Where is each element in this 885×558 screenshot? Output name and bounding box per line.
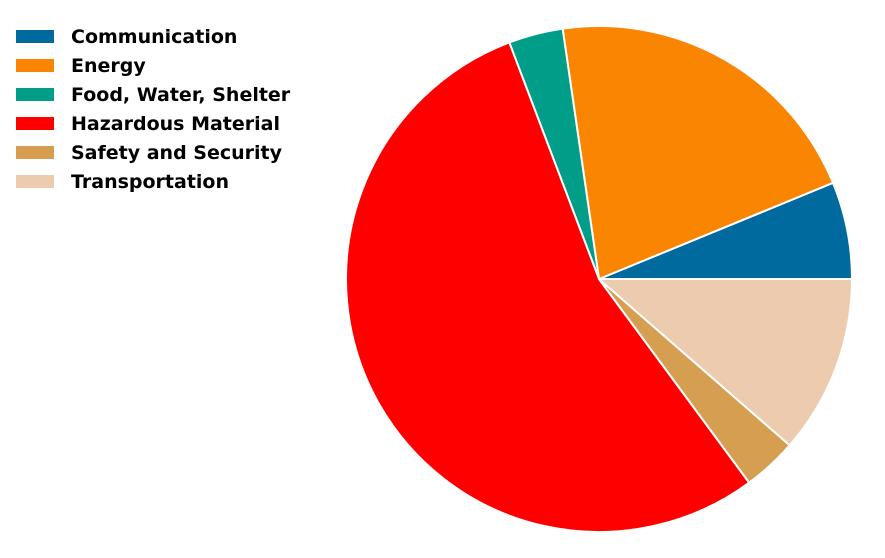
legend-item-energy: Energy (16, 51, 290, 80)
pie-slice-transportation (598, 278, 853, 447)
legend-swatch (16, 59, 54, 72)
legend-swatch (16, 117, 54, 130)
legend-item-safety-and-security: Safety and Security (16, 138, 290, 167)
legend-item-communication: Communication (16, 22, 290, 51)
legend-label: Safety and Security (71, 141, 283, 164)
pie-slice-hazardous-material (345, 41, 751, 533)
legend-label: Hazardous Material (71, 112, 280, 135)
legend-swatch (16, 30, 54, 43)
legend-label: Communication (71, 25, 238, 48)
legend: Communication Energy Food, Water, Shelte… (16, 22, 290, 196)
legend-swatch (16, 175, 54, 188)
legend-label: Transportation (71, 170, 230, 193)
legend-swatch (16, 146, 54, 159)
legend-item-food-water-shelter: Food, Water, Shelter (16, 80, 290, 109)
legend-label: Food, Water, Shelter (71, 83, 291, 106)
legend-item-hazardous-material: Hazardous Material (16, 109, 290, 138)
pie-slice-energy (561, 25, 835, 280)
legend-swatch (16, 88, 54, 101)
legend-item-transportation: Transportation (16, 167, 290, 196)
legend-label: Energy (71, 54, 146, 77)
